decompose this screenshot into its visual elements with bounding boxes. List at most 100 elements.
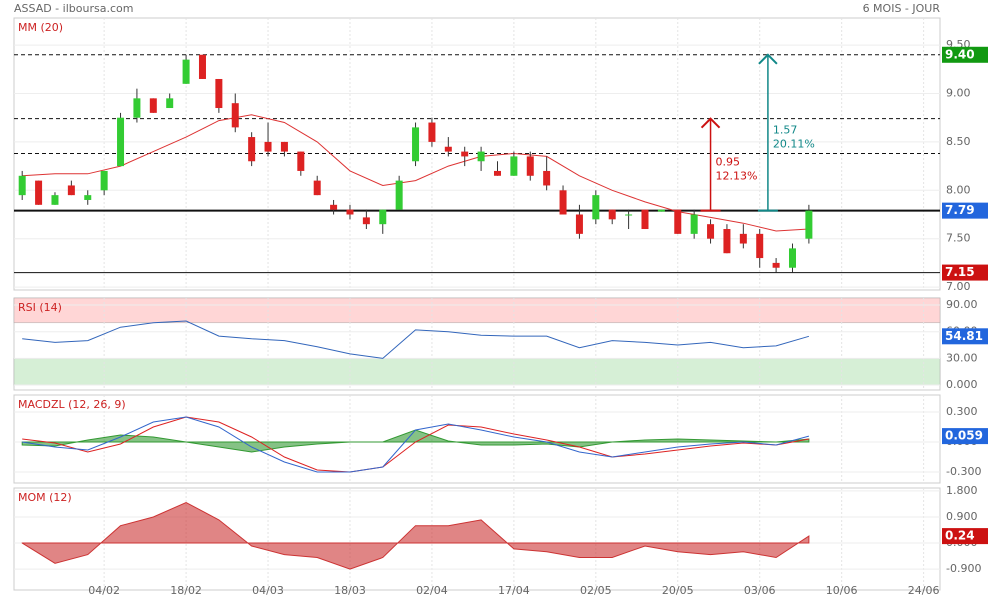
x-tick-label: 02/04 <box>416 584 448 597</box>
candle-body <box>641 209 649 230</box>
candle-body <box>739 233 747 244</box>
candle-body <box>231 103 239 128</box>
y-tick-label: 8.50 <box>946 135 971 148</box>
candle-body <box>723 229 731 254</box>
candle-body <box>510 156 518 176</box>
value-box <box>942 328 988 345</box>
candle-body <box>559 190 567 215</box>
candle-body <box>379 209 387 225</box>
candle-body <box>346 209 354 215</box>
x-tick-label: 17/04 <box>498 584 530 597</box>
period: 6 MOIS - JOUR <box>863 2 941 15</box>
value-box-label: 7.15 <box>945 265 975 279</box>
x-tick-label: 02/05 <box>580 584 612 597</box>
candle-body <box>657 209 665 212</box>
candle-body <box>84 195 92 200</box>
candle-body <box>493 170 501 176</box>
y-tick-label: 0.300 <box>946 405 978 418</box>
y-tick-label: 7.50 <box>946 232 971 245</box>
candle-body <box>756 233 764 259</box>
candle-body <box>608 209 616 220</box>
candle-body <box>264 141 272 152</box>
candle-body <box>215 78 223 109</box>
area <box>21 501 810 570</box>
band <box>13 297 941 324</box>
x-tick-label: 18/02 <box>170 584 202 597</box>
candle-body <box>149 98 157 113</box>
y-tick-label: 90.00 <box>946 298 978 311</box>
candle-body <box>166 98 174 109</box>
candle-body <box>575 214 583 234</box>
value-box <box>942 428 988 445</box>
value-box-label: 7.79 <box>945 203 975 217</box>
candle-body <box>788 248 796 268</box>
candle-body <box>477 151 485 162</box>
x-tick-label: 20/05 <box>662 584 694 597</box>
x-tick-label: 18/03 <box>334 584 366 597</box>
value-box-label: 9.40 <box>945 47 975 61</box>
y-tick-label: 8.00 <box>946 183 971 196</box>
arrow-head <box>758 53 778 65</box>
panel-label: MOM (12) <box>18 491 72 504</box>
value-box-label: 0.24 <box>945 529 975 543</box>
x-tick-label: 04/03 <box>252 584 284 597</box>
panel-label: MACDZL (12, 26, 9) <box>18 398 126 411</box>
candle-body <box>526 156 534 176</box>
arrow-label: 20.11% <box>773 138 815 151</box>
arrow-label: 12.13% <box>716 170 758 183</box>
candle-body <box>297 151 305 171</box>
candle-body <box>461 151 469 157</box>
candle-body <box>67 185 75 196</box>
candle-body <box>100 170 108 191</box>
value-box-label: 54.81 <box>945 329 983 343</box>
y-tick-label: 0.000 <box>946 378 978 391</box>
candle-body <box>707 224 715 239</box>
candle-body <box>51 195 59 205</box>
candle-body <box>412 127 420 162</box>
candle-body <box>805 210 813 239</box>
panel-label: RSI (14) <box>18 301 62 314</box>
candle-body <box>313 180 321 196</box>
line <box>22 416 810 473</box>
value-box <box>942 202 988 219</box>
line <box>22 320 810 359</box>
y-tick-label: -0.300 <box>946 465 981 478</box>
panel-label: MM (20) <box>18 21 63 34</box>
candle-body <box>428 122 436 142</box>
y-tick-label: 7.00 <box>946 280 971 293</box>
y-tick-label: 9.00 <box>946 87 971 100</box>
candle-body <box>362 217 370 225</box>
candle-body <box>198 54 206 79</box>
candle-body <box>182 59 190 84</box>
arrow-head <box>700 117 721 129</box>
candle-body <box>592 195 600 220</box>
y-tick-label: 30.00 <box>946 351 978 364</box>
line <box>22 416 809 473</box>
arrow-label: 1.57 <box>773 124 798 137</box>
candle-body <box>35 180 43 205</box>
value-box-label: 0.059 <box>945 429 983 443</box>
candle-body <box>248 137 256 162</box>
x-tick-label: 10/06 <box>826 584 858 597</box>
candle-body <box>280 141 288 152</box>
candle-body <box>772 262 780 268</box>
x-tick-label: 03/06 <box>744 584 776 597</box>
candle-body <box>674 209 682 234</box>
chart-title: ASSAD - ilboursa.com <box>14 2 133 15</box>
candle-body <box>18 175 26 196</box>
value-box <box>942 528 988 545</box>
y-tick-label: 0.900 <box>946 510 978 523</box>
x-tick-label: 24/06 <box>908 584 940 597</box>
band <box>13 358 941 386</box>
candle-body <box>690 214 698 234</box>
candle-body <box>543 170 551 186</box>
candle-body <box>395 180 403 210</box>
candle-body <box>444 146 452 152</box>
value-box <box>942 46 988 63</box>
y-tick-label: -0.900 <box>946 562 981 575</box>
arrow-label: 0.95 <box>716 156 741 169</box>
candle-body <box>133 98 141 118</box>
candle-body <box>625 214 633 216</box>
y-tick-label: 1.800 <box>946 484 978 497</box>
